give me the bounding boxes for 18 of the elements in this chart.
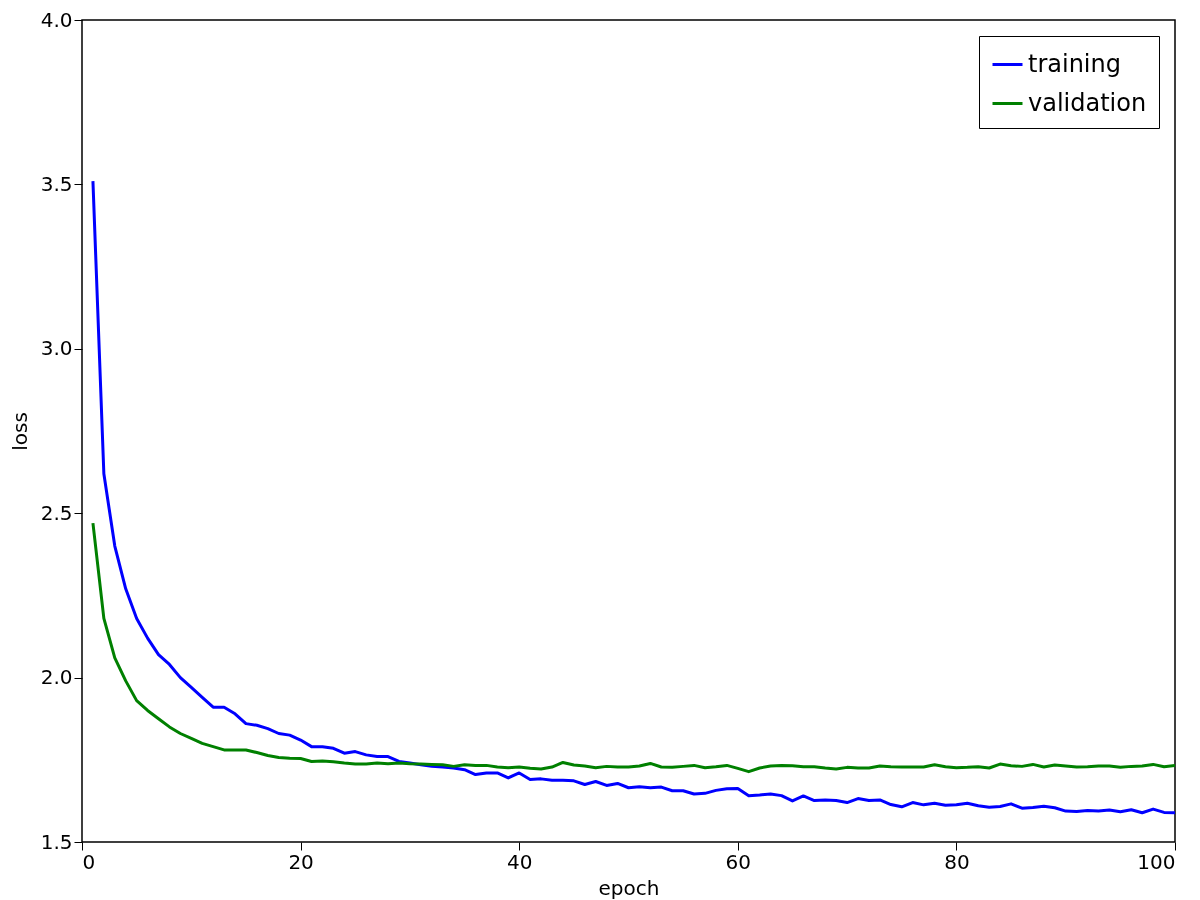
y-tick-label: 3.5: [40, 171, 73, 196]
y-tick-label: 3.0: [40, 336, 73, 361]
y-tick-label: 1.5: [40, 829, 73, 854]
legend-label: training: [1028, 49, 1121, 78]
legend-label: validation: [1028, 88, 1147, 117]
y-tick-label: 4.0: [40, 7, 73, 32]
x-tick-label: 40: [506, 849, 533, 874]
line-series: [91, 179, 1175, 815]
x-axis-title: epoch: [598, 875, 660, 900]
y-tick-label: 2.0: [40, 665, 73, 690]
line-series: [91, 521, 1175, 774]
y-tick-label: 2.5: [40, 500, 73, 525]
x-tick-label: 80: [944, 849, 970, 874]
x-tick-label: 0: [82, 849, 96, 874]
x-tick-label: 20: [288, 849, 314, 874]
y-axis-title: loss: [7, 412, 32, 451]
x-tick-label: 60: [725, 849, 752, 874]
x-tick-label: 100: [1137, 849, 1176, 874]
